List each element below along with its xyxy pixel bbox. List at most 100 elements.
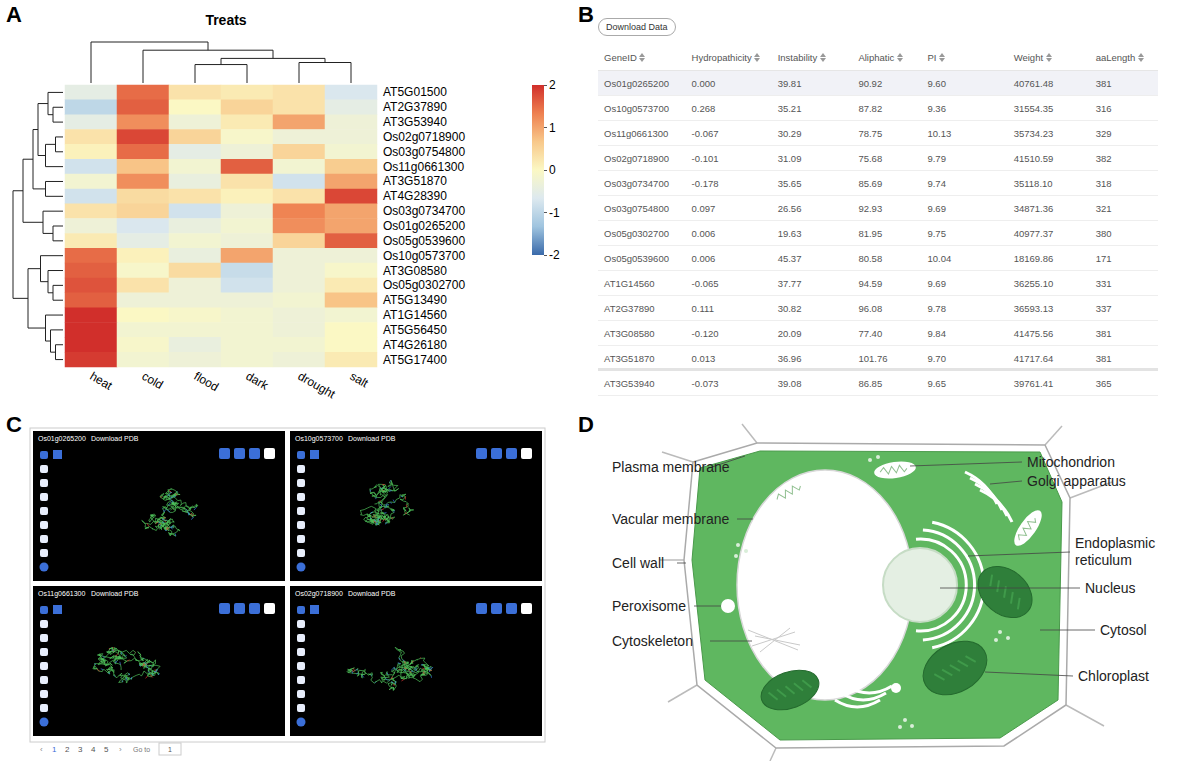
svg-text:Os11g0661300: Os11g0661300: [38, 590, 85, 598]
html-text:39.81: 39.81: [777, 77, 802, 89]
svg-text:Download PDB: Download PDB: [348, 590, 396, 597]
html-text:D: D: [578, 412, 594, 437]
html-text:Aliphatic: Aliphatic: [858, 51, 897, 63]
html-text:-0.178: -0.178: [691, 177, 719, 189]
svg-text:0: 0: [549, 163, 556, 177]
svg-text:AT1G14560: AT1G14560: [383, 308, 447, 322]
html-text:Os03g0734700: Os03g0734700: [604, 177, 669, 189]
html-text:A: A: [6, 2, 22, 27]
svg-text:1: 1: [549, 121, 556, 135]
svg-text:Endoplasmicreticulum: Endoplasmicreticulum: [1075, 535, 1155, 568]
html-text:-0.067: -0.067: [691, 127, 719, 139]
svg-text:2: 2: [549, 78, 556, 92]
html-text:-0.101: -0.101: [691, 152, 719, 164]
svg-text:-1: -1: [549, 206, 560, 220]
html-text:Os11g0661300: Os11g0661300: [604, 127, 669, 139]
svg-text:Download PDB: Download PDB: [348, 435, 396, 442]
svg-text:Os01g0265200: Os01g0265200: [38, 435, 86, 443]
svg-text:drought: drought: [295, 369, 338, 402]
svg-text:Chloroplast: Chloroplast: [1078, 668, 1149, 684]
html-text:35734.23: 35734.23: [1013, 127, 1054, 139]
svg-text:Os05g0302700: Os05g0302700: [383, 278, 465, 292]
svg-text:1: 1: [52, 745, 57, 754]
svg-text:1: 1: [168, 746, 172, 753]
svg-text:flood: flood: [191, 369, 221, 394]
svg-text:Os01g0265200: Os01g0265200: [383, 219, 465, 233]
svg-text:Os03g0734700: Os03g0734700: [383, 204, 465, 218]
html-text:9.79: 9.79: [927, 152, 946, 164]
html-text:B: B: [578, 2, 594, 27]
html-text:Os01g0265200: Os01g0265200: [604, 77, 669, 89]
svg-text:Vacular membrane: Vacular membrane: [612, 511, 729, 527]
svg-text:AT5G17400: AT5G17400: [383, 353, 447, 367]
svg-text:Cell wall: Cell wall: [612, 555, 664, 571]
svg-text:Cytosol: Cytosol: [1100, 622, 1147, 638]
svg-text:5: 5: [104, 745, 109, 754]
svg-text:Treats: Treats: [205, 12, 246, 28]
svg-text:Golgi apparatus: Golgi apparatus: [1027, 473, 1126, 489]
html-text:75.68: 75.68: [858, 152, 883, 164]
svg-text:‹: ‹: [40, 745, 43, 754]
html-text:329: 329: [1095, 127, 1112, 139]
svg-text:Download PDB: Download PDB: [91, 590, 139, 597]
html-text:31.09: 31.09: [777, 152, 802, 164]
html-text:90.92: 90.92: [858, 77, 883, 89]
svg-text:AT3G08580: AT3G08580: [383, 264, 447, 278]
svg-text:2: 2: [65, 745, 70, 754]
svg-text:›: ›: [119, 745, 122, 754]
svg-text:Cytoskeleton: Cytoskeleton: [612, 633, 693, 649]
svg-text:Os03g0754800: Os03g0754800: [383, 145, 465, 159]
html-text:382: 382: [1095, 152, 1112, 164]
html-text:aaLength: aaLength: [1095, 51, 1138, 63]
html-text:35.21: 35.21: [777, 102, 802, 114]
html-text:Instability: Instability: [777, 51, 820, 63]
html-text:Os10g0573700: Os10g0573700: [604, 102, 669, 114]
html-text:Os02g0718900: Os02g0718900: [604, 152, 669, 164]
html-text:31554.35: 31554.35: [1013, 102, 1054, 114]
html-text:Hydropathicity: Hydropathicity: [691, 51, 755, 63]
html-text:9.60: 9.60: [927, 77, 946, 89]
html-text:10.13: 10.13: [927, 127, 952, 139]
svg-text:heat: heat: [87, 369, 115, 393]
svg-text:AT4G26180: AT4G26180: [383, 338, 447, 352]
svg-text:AT5G01500: AT5G01500: [383, 85, 447, 99]
html-text:40761.48: 40761.48: [1013, 77, 1054, 89]
svg-text:AT2G37890: AT2G37890: [383, 100, 447, 114]
html-text:9.36: 9.36: [927, 102, 946, 114]
svg-text:salt: salt: [347, 369, 371, 391]
svg-text:3: 3: [78, 745, 83, 754]
svg-text:AT3G53940: AT3G53940: [383, 115, 447, 129]
html-text:PI: PI: [927, 51, 939, 63]
html-text:381: 381: [1095, 77, 1112, 89]
html-text:GeneID: GeneID: [604, 51, 640, 63]
svg-text:-2: -2: [549, 248, 560, 262]
html-text:Weight: Weight: [1013, 51, 1046, 63]
html-text:78.75: 78.75: [858, 127, 883, 139]
html-text:316: 316: [1095, 102, 1112, 114]
html-text:0.268: 0.268: [691, 102, 716, 114]
svg-text:Plasma membrane: Plasma membrane: [612, 459, 730, 475]
svg-text:Peroxisome: Peroxisome: [612, 598, 686, 614]
svg-text:cold: cold: [139, 369, 165, 392]
svg-text:AT5G13490: AT5G13490: [383, 293, 447, 307]
svg-text:Os10g0573700: Os10g0573700: [295, 435, 343, 443]
svg-text:dark: dark: [243, 369, 271, 393]
svg-text:Os02g0718900: Os02g0718900: [383, 130, 465, 144]
svg-text:Os05g0539600: Os05g0539600: [383, 234, 465, 248]
svg-text:Download PDB: Download PDB: [91, 435, 139, 442]
html-text:0.000: 0.000: [691, 77, 716, 89]
svg-text:Os11g0661300: Os11g0661300: [383, 160, 465, 174]
html-text:30.29: 30.29: [777, 127, 802, 139]
svg-text:AT5G56450: AT5G56450: [383, 323, 447, 337]
html-text:C: C: [6, 412, 22, 437]
svg-text:Go to: Go to: [133, 746, 150, 753]
svg-text:Os10g0573700: Os10g0573700: [383, 249, 465, 263]
svg-text:Os02g0718900: Os02g0718900: [295, 590, 343, 598]
svg-text:Nucleus: Nucleus: [1085, 580, 1136, 596]
svg-text:AT3G51870: AT3G51870: [383, 174, 447, 188]
html-text:41510.59: 41510.59: [1013, 152, 1054, 164]
svg-text:AT4G28390: AT4G28390: [383, 189, 447, 203]
html-text:87.82: 87.82: [858, 102, 883, 114]
svg-text:Mitochondrion: Mitochondrion: [1027, 454, 1115, 470]
svg-text:4: 4: [91, 745, 96, 754]
